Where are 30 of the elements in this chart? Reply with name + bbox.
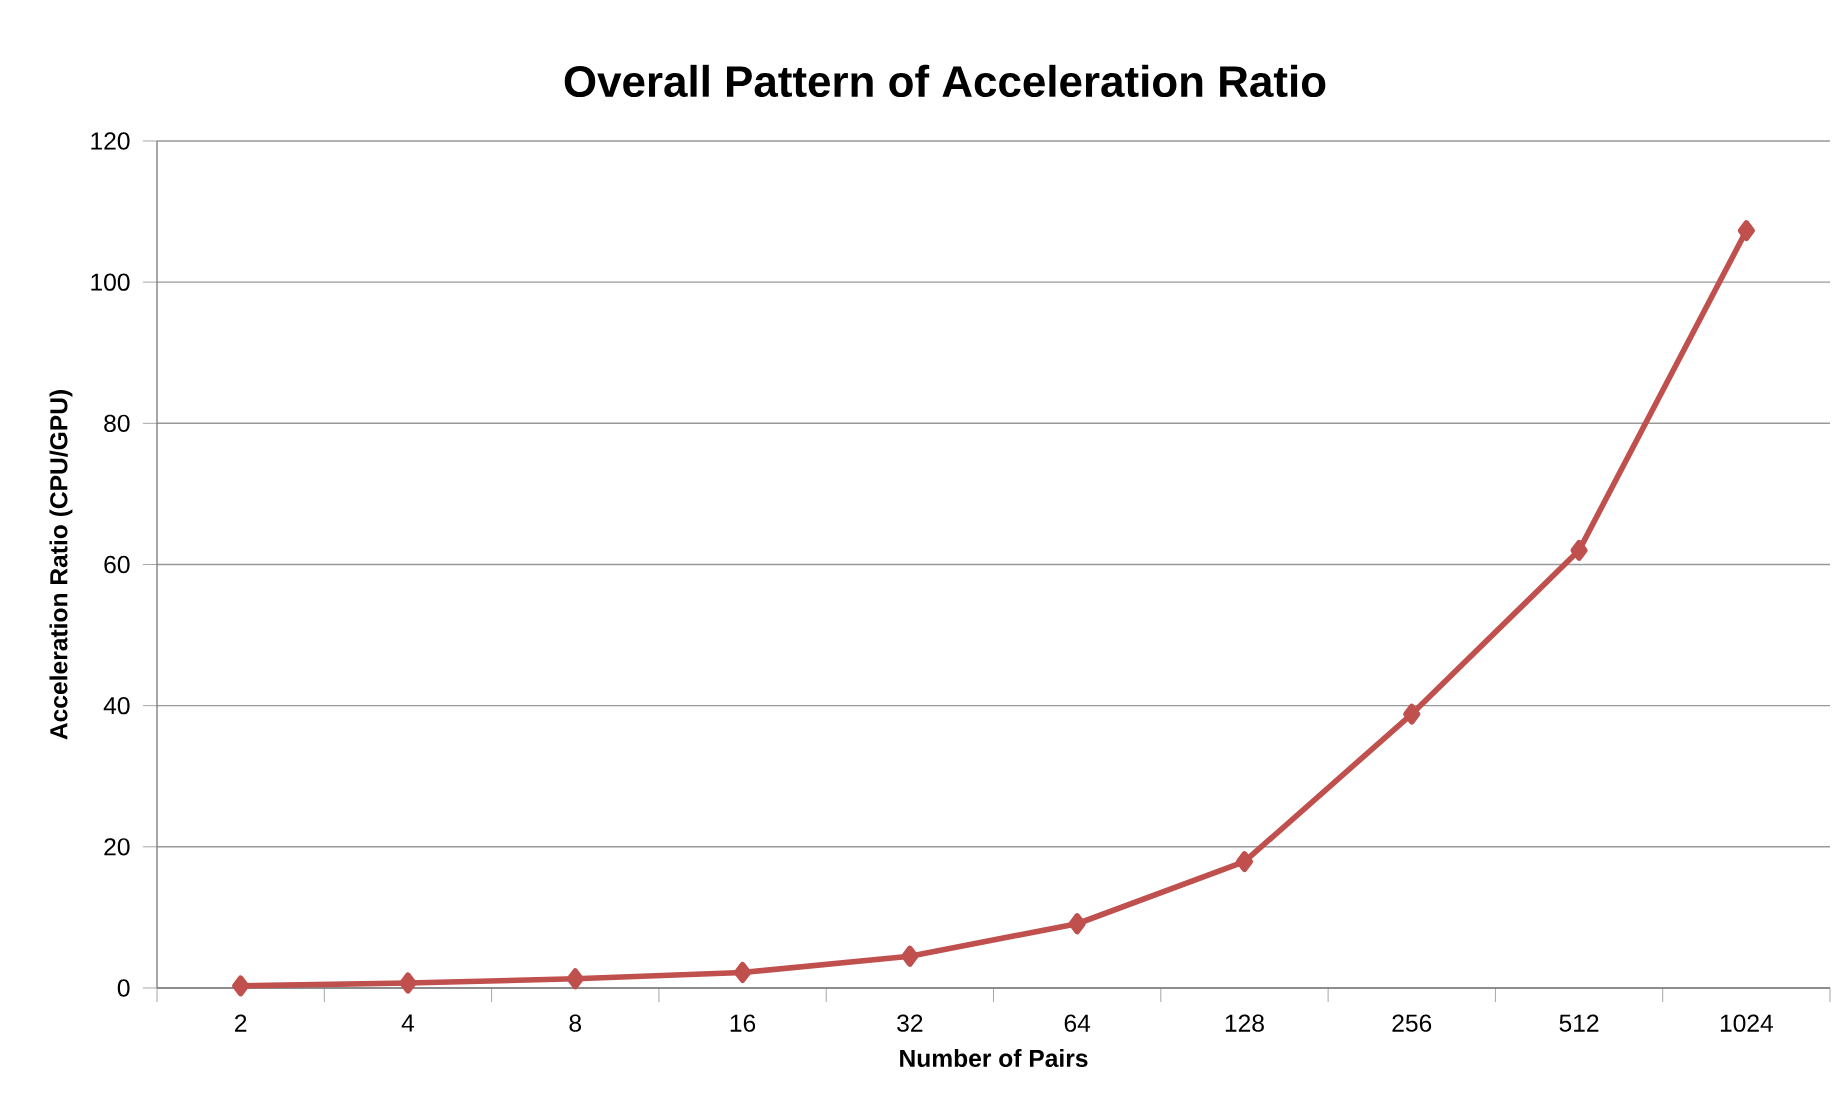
point <box>1737 220 1755 242</box>
point <box>1235 851 1254 873</box>
x-tick-label: 2 <box>235 1014 247 1032</box>
point <box>1068 913 1086 935</box>
x-axis-title: Number of Pairs <box>900 1049 1088 1068</box>
point <box>566 968 584 990</box>
x-tick-label: 8 <box>569 1014 582 1032</box>
y-tick-label: 40 <box>103 696 130 715</box>
chart-title: Overall Pattern of Acceleration Ratio <box>564 64 1326 98</box>
point <box>1570 539 1588 561</box>
x-tick-label: 16 <box>730 1014 756 1032</box>
y-tick-label: 20 <box>104 838 130 856</box>
point <box>1403 703 1421 725</box>
point <box>399 972 417 994</box>
point <box>901 945 919 967</box>
x-tick-label: 128 <box>1225 1014 1264 1032</box>
y-axis-title: Acceleration Ratio (CPU/GPU) <box>49 390 73 740</box>
y-tick-label: 0 <box>117 979 130 997</box>
point <box>232 975 250 997</box>
y-tick-label: 100 <box>91 273 130 291</box>
x-tick-label: 256 <box>1392 1014 1432 1032</box>
y-tick-label: 80 <box>104 414 130 432</box>
x-tick-label: 4 <box>401 1014 415 1032</box>
x-tick-label: 1024 <box>1720 1014 1773 1032</box>
point <box>733 961 752 983</box>
x-tick-label: 32 <box>897 1014 923 1032</box>
x-tick-label: 64 <box>1064 1014 1091 1032</box>
y-tick-label: 120 <box>91 132 130 150</box>
y-tick-label: 60 <box>104 555 130 574</box>
x-tick-label: 512 <box>1559 1014 1599 1032</box>
